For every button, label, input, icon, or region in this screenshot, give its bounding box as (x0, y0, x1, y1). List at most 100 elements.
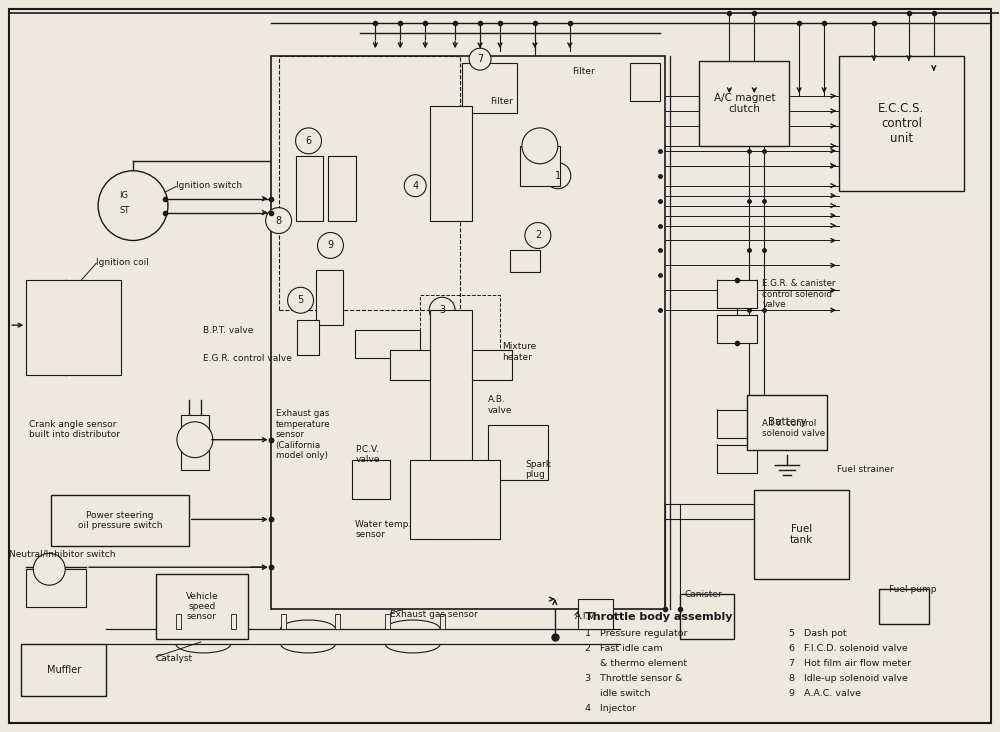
Bar (578, 599, 613, 629)
Circle shape (522, 128, 558, 164)
Text: 4: 4 (412, 181, 418, 191)
Circle shape (429, 297, 455, 323)
Text: Crank angle sensor
built into distributor: Crank angle sensor built into distributo… (29, 420, 120, 439)
Text: 5: 5 (297, 295, 304, 305)
Text: A.I.V. control
solenoid valve: A.I.V. control solenoid valve (762, 419, 825, 438)
Bar (176, 614, 181, 629)
Text: B.P.T. valve: B.P.T. valve (203, 326, 253, 335)
Text: & thermo element: & thermo element (585, 660, 687, 668)
Bar (281, 614, 286, 629)
Text: Fuel pump: Fuel pump (889, 585, 936, 594)
Text: 3   Throttle sensor &: 3 Throttle sensor & (585, 674, 682, 683)
Bar (51, 495, 189, 546)
Text: 9   A.A.C. valve: 9 A.A.C. valve (789, 690, 861, 698)
Bar (352, 460, 390, 499)
Text: 6   F.I.C.D. solenoid valve: 6 F.I.C.D. solenoid valve (789, 644, 908, 654)
Circle shape (545, 163, 571, 189)
Bar (699, 61, 789, 146)
Bar (26, 569, 86, 607)
Text: Filter: Filter (572, 67, 595, 75)
Text: Exhaust gas
temperature
sensor
(California
model only): Exhaust gas temperature sensor (Californ… (276, 409, 330, 460)
Text: A.I.V.: A.I.V. (575, 611, 597, 621)
Bar (839, 56, 964, 190)
Text: 4   Injector: 4 Injector (585, 704, 636, 713)
Bar (488, 425, 548, 479)
Circle shape (296, 128, 321, 154)
Text: 5   Dash pot: 5 Dash pot (789, 630, 847, 638)
Text: 2   Fast idle cam: 2 Fast idle cam (585, 644, 662, 654)
Bar (21, 644, 106, 695)
Bar (420, 295, 500, 350)
Bar (520, 146, 560, 186)
Bar (430, 106, 472, 220)
Text: 9: 9 (327, 240, 334, 250)
Text: Fuel strainer: Fuel strainer (837, 465, 894, 474)
Circle shape (33, 553, 65, 585)
Text: 1: 1 (555, 171, 561, 181)
Bar (271, 56, 665, 609)
Text: Neutral/Inhibitor switch: Neutral/Inhibitor switch (9, 550, 116, 559)
Bar (410, 460, 500, 539)
Text: idle switch: idle switch (585, 690, 650, 698)
Text: Spark
plug: Spark plug (525, 460, 551, 479)
Bar (26, 280, 121, 375)
Text: A.B.
valve: A.B. valve (488, 395, 513, 414)
Text: Mixture
heater: Mixture heater (502, 343, 536, 362)
Text: Battery: Battery (768, 417, 807, 427)
Text: Ignition coil: Ignition coil (96, 258, 149, 267)
Text: A/C magnet
clutch: A/C magnet clutch (714, 93, 775, 114)
Text: Exhaust gas sensor: Exhaust gas sensor (390, 610, 478, 619)
Text: Canister: Canister (684, 590, 722, 599)
Circle shape (288, 287, 314, 313)
Bar (296, 156, 323, 220)
Bar (297, 320, 319, 355)
Text: 7: 7 (477, 54, 483, 64)
Bar (717, 445, 757, 473)
Text: 6: 6 (305, 136, 312, 146)
Bar (717, 410, 757, 438)
Text: 7   Hot film air flow meter: 7 Hot film air flow meter (789, 660, 911, 668)
Text: Muffler: Muffler (47, 665, 81, 675)
Bar (472, 350, 512, 380)
Text: Ignition switch: Ignition switch (176, 182, 242, 190)
Bar (430, 310, 472, 539)
Bar (328, 156, 356, 220)
Bar (754, 490, 849, 579)
Bar (717, 280, 757, 308)
Text: Water temp.
sensor: Water temp. sensor (355, 520, 412, 539)
Circle shape (318, 233, 343, 258)
Text: P.C.V.
valve: P.C.V. valve (355, 445, 380, 464)
Bar (390, 350, 430, 380)
Text: Vehicle
speed
sensor: Vehicle speed sensor (186, 591, 218, 621)
Bar (316, 270, 343, 325)
Circle shape (404, 175, 426, 197)
Text: 8: 8 (276, 215, 282, 225)
Text: Power steering
oil pressure switch: Power steering oil pressure switch (78, 511, 162, 530)
Circle shape (525, 223, 551, 248)
Bar (462, 63, 517, 113)
Text: IG: IG (119, 191, 128, 200)
Text: 3: 3 (439, 305, 445, 315)
Bar (231, 614, 236, 629)
Text: 2: 2 (535, 231, 541, 241)
Bar (680, 594, 734, 639)
Bar (355, 330, 420, 358)
Circle shape (98, 171, 168, 241)
Text: Filter: Filter (490, 97, 513, 105)
Circle shape (469, 48, 491, 70)
Text: E.G.R. & canister
control solenoid
valve: E.G.R. & canister control solenoid valve (762, 280, 836, 309)
Text: E.G.R. control valve: E.G.R. control valve (203, 354, 292, 362)
Text: E.C.C.S.
control
unit: E.C.C.S. control unit (878, 102, 925, 145)
Bar (440, 614, 445, 629)
Bar (279, 56, 460, 310)
Bar (630, 63, 660, 101)
Bar (717, 315, 757, 343)
Bar (879, 589, 929, 624)
Text: Throttle body assembly: Throttle body assembly (585, 612, 732, 622)
Bar (181, 415, 209, 470)
Text: Fuel
tank: Fuel tank (790, 523, 813, 545)
Text: ST: ST (119, 206, 129, 215)
Bar (385, 614, 390, 629)
Bar (415, 355, 495, 377)
Bar (510, 250, 540, 272)
